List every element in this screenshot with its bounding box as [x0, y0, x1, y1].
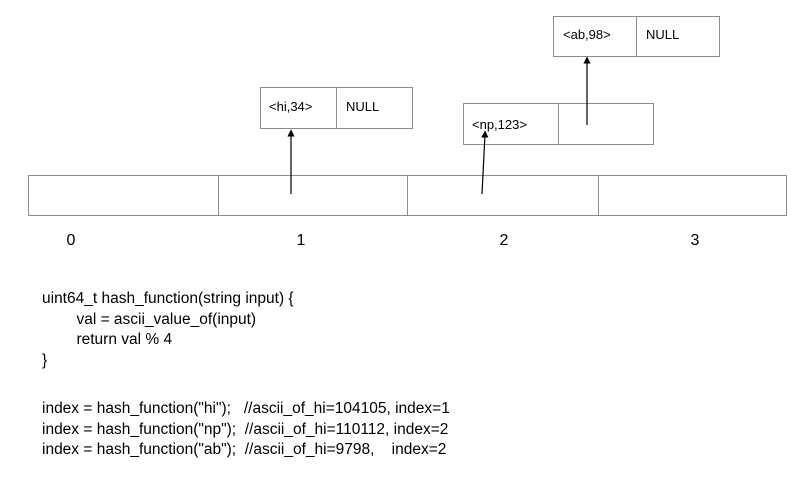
node-hi: [260, 87, 413, 129]
node-ab: [553, 16, 720, 57]
bucket-array: [28, 175, 787, 216]
node-ab-key-value: <ab,98>: [563, 27, 611, 42]
bucket-divider: [407, 176, 408, 215]
code-line-6: index = hash_function("np"); //ascii_of_…: [42, 421, 449, 438]
code-line-2: val = ascii_value_of(input): [42, 311, 257, 328]
bucket-index-0: 0: [66, 232, 76, 249]
code-line-4: }: [42, 352, 48, 369]
bucket-divider: [218, 176, 219, 215]
bucket-index-3: 3: [690, 232, 700, 249]
node-hi-key-value: <hi,34>: [269, 99, 313, 114]
bucket-divider: [598, 176, 599, 215]
node-divider: [636, 17, 637, 56]
node-divider: [336, 88, 337, 128]
bucket-index-2: 2: [499, 232, 509, 249]
code-line-5: index = hash_function("hi"); //ascii_of_…: [42, 400, 450, 417]
node-np: [463, 103, 654, 145]
code-line-7: index = hash_function("ab"); //ascii_of_…: [42, 441, 447, 458]
code-line-3: return val % 4: [42, 331, 173, 348]
bucket-index-1: 1: [296, 232, 306, 249]
node-hi-next: NULL: [346, 99, 380, 114]
node-divider: [558, 104, 559, 144]
code-line-1: uint64_t hash_function(string input) {: [42, 290, 294, 307]
node-np-key-value: <np,123>: [472, 117, 527, 132]
node-ab-next: NULL: [646, 27, 680, 42]
